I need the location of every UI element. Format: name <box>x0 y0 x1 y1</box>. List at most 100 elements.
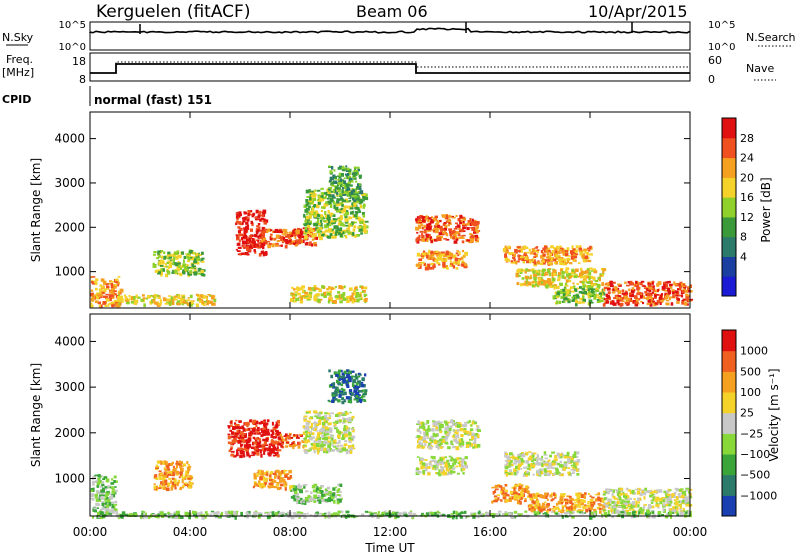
data-cell <box>597 492 601 496</box>
data-cell <box>430 239 433 243</box>
data-cell <box>238 221 242 225</box>
data-cell <box>113 475 117 479</box>
data-cell <box>333 204 336 209</box>
data-cell <box>682 298 686 301</box>
data-cell <box>197 294 201 298</box>
data-cell <box>518 249 521 253</box>
data-cell <box>324 234 329 237</box>
data-cell <box>268 454 272 457</box>
data-cell <box>210 295 215 300</box>
data-cell <box>457 232 461 237</box>
data-cell <box>471 221 475 226</box>
data-cell <box>242 428 247 432</box>
data-cell <box>500 490 505 494</box>
data-cell <box>160 269 164 272</box>
data-cell <box>567 471 571 474</box>
data-cell <box>340 412 345 414</box>
data-cell <box>550 465 553 469</box>
data-cell <box>312 443 316 448</box>
data-cell <box>352 231 355 236</box>
data-cell <box>643 285 646 288</box>
data-cell <box>278 230 282 234</box>
data-cell <box>629 300 633 303</box>
data-cell <box>326 486 331 490</box>
data-cell <box>266 423 269 425</box>
data-cell <box>573 253 576 258</box>
data-cell <box>195 253 199 255</box>
data-cell <box>514 457 517 461</box>
data-cell <box>592 268 596 271</box>
data-cell <box>434 433 439 437</box>
data-cell <box>307 208 310 211</box>
data-cell <box>262 430 267 434</box>
data-cell <box>152 299 156 304</box>
data-cell <box>463 424 468 427</box>
data-cell <box>100 295 103 299</box>
data-cell <box>416 252 421 257</box>
data-cell <box>309 235 313 238</box>
data-cell <box>442 253 447 258</box>
data-cell <box>193 259 197 264</box>
data-cell <box>436 235 440 239</box>
data-cell <box>110 495 114 499</box>
data-cell <box>299 230 304 235</box>
data-cell <box>270 481 274 484</box>
data-cell <box>336 191 339 196</box>
data-cell <box>155 477 159 480</box>
data-cell <box>320 219 323 223</box>
data-cell <box>528 507 532 511</box>
data-cell <box>284 433 288 437</box>
data-cell <box>153 251 157 254</box>
data-cell <box>262 237 266 242</box>
data-cell <box>281 443 284 445</box>
data-cell <box>160 473 163 475</box>
data-cell <box>531 281 535 284</box>
data-cell <box>228 449 231 453</box>
data-cell <box>427 425 430 429</box>
data-cell <box>462 217 466 221</box>
data-cell <box>574 295 578 300</box>
data-cell <box>293 434 296 437</box>
data-cell <box>424 467 428 472</box>
data-cell <box>496 494 500 497</box>
data-cell <box>515 465 519 470</box>
data-cell <box>233 435 237 438</box>
data-cell <box>159 484 162 488</box>
data-cell <box>563 456 568 459</box>
data-cell <box>235 419 238 422</box>
data-cell <box>324 420 328 424</box>
data-cell <box>332 230 335 235</box>
data-cell <box>261 433 265 437</box>
data-cell <box>458 253 461 255</box>
data-cell <box>334 286 338 288</box>
data-cell <box>114 480 118 483</box>
data-cell <box>543 451 547 455</box>
data-cell <box>473 231 476 234</box>
data-cell <box>264 219 269 223</box>
data-cell <box>348 179 351 182</box>
data-cell <box>350 191 354 195</box>
data-cell <box>566 451 570 456</box>
data-cell <box>164 479 168 483</box>
data-cell <box>104 504 107 507</box>
data-cell <box>343 443 348 446</box>
data-cell <box>312 227 316 232</box>
data-cell <box>99 304 103 309</box>
data-cell <box>111 297 114 299</box>
data-cell <box>687 290 691 293</box>
data-cell <box>104 497 107 502</box>
data-cell <box>592 276 596 280</box>
freq-left-tick-top: 18 <box>72 55 86 68</box>
data-cell <box>631 289 635 292</box>
data-cell <box>92 297 95 300</box>
data-cell <box>601 274 604 277</box>
data-cell <box>677 298 680 301</box>
data-cell <box>334 414 339 417</box>
data-cell <box>353 173 356 177</box>
data-cell <box>186 471 189 475</box>
data-cell <box>564 287 567 292</box>
data-cell <box>317 447 321 451</box>
data-cell <box>275 483 280 487</box>
data-cell <box>338 431 342 435</box>
data-cell <box>353 225 357 229</box>
